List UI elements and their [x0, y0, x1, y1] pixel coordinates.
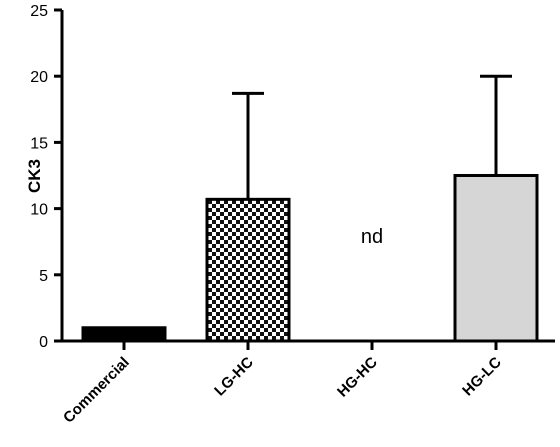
y-tick-label: 25	[30, 3, 48, 20]
y-tick-label: 10	[30, 202, 48, 219]
bar-hg-lc	[453, 174, 539, 343]
y-axis: 0 5 10 15 20 25	[30, 3, 64, 351]
y-axis-title: CK3	[25, 159, 44, 193]
y-tick-label: 20	[30, 69, 48, 86]
x-category-label: HG-HC	[334, 354, 381, 401]
bar-lg-hc	[205, 197, 291, 343]
annotation-nd: nd	[361, 226, 383, 248]
x-category-label: LG-HC	[211, 354, 257, 400]
y-tick-label: 0	[39, 334, 48, 351]
y-tick-label: 5	[39, 268, 48, 285]
x-category-label: HG-LC	[459, 354, 505, 400]
bars	[81, 74, 539, 343]
y-tick-label: 15	[30, 135, 48, 152]
bar-commercial	[81, 326, 167, 343]
x-category-label: Commercial	[60, 354, 133, 427]
